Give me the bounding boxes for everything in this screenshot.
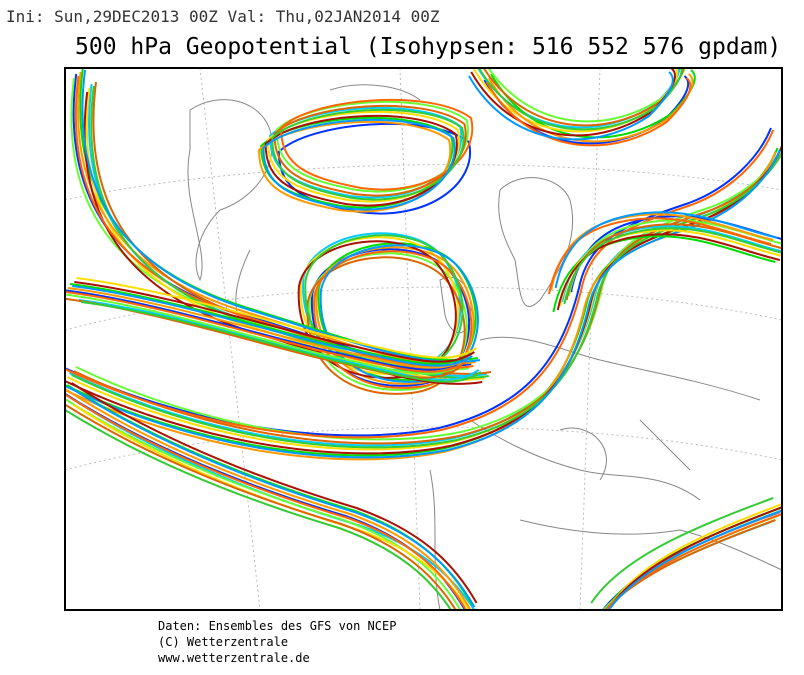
isohypse — [74, 75, 474, 369]
isohypse — [69, 283, 471, 365]
isohypse — [65, 408, 453, 610]
isohypse — [65, 397, 462, 610]
isohypse — [68, 386, 476, 608]
isohypse — [65, 388, 471, 610]
isohypse — [72, 285, 473, 367]
graticule — [65, 68, 782, 610]
isohypse — [306, 256, 466, 395]
coastline — [187, 99, 273, 282]
isohypse — [315, 246, 475, 385]
graticule-line — [65, 164, 782, 201]
isohypse — [610, 503, 782, 606]
isohypse — [71, 151, 782, 449]
isohypse — [67, 287, 469, 369]
isohypse — [80, 301, 482, 383]
isohypse — [607, 509, 782, 610]
map-title: 500 hPa Geopotential (Isohypsen: 516 552… — [75, 34, 781, 60]
isohypse — [470, 68, 676, 137]
isohypse — [65, 403, 457, 610]
isohypse — [65, 129, 775, 439]
isohypse — [65, 289, 464, 371]
isohypse — [262, 118, 456, 211]
init-line: Ini: Sun,29DEC2013 00Z Val: Thu,02JAN201… — [6, 7, 440, 26]
graticule-line — [399, 68, 421, 610]
isohypse — [552, 235, 776, 313]
footer-line: Daten: Ensembles des GFS von NCEP — [158, 619, 396, 633]
isohypse — [607, 506, 782, 610]
isohypse — [554, 211, 778, 289]
isohypse — [468, 71, 674, 141]
isohypse — [308, 252, 468, 391]
isohypse — [485, 77, 692, 147]
isohypse — [477, 68, 683, 131]
graticule-line — [199, 68, 261, 610]
coastline — [429, 336, 782, 610]
isohypse — [65, 293, 462, 375]
isohypse — [556, 233, 781, 311]
isohypse — [81, 69, 481, 363]
graticule-line — [579, 68, 601, 610]
isohypse — [74, 281, 475, 363]
isohypse — [78, 299, 480, 381]
isohypse — [65, 393, 468, 610]
coastline — [559, 419, 691, 481]
isohypse — [487, 68, 686, 123]
isohypse — [77, 71, 476, 365]
footer-line: (C) Wetterzentrale — [158, 635, 288, 649]
isohypse — [548, 217, 772, 295]
map-area — [65, 68, 782, 610]
isohypse — [487, 73, 694, 143]
footer-line: www.wetterzentrale.de — [158, 651, 310, 665]
isohypse — [76, 277, 478, 359]
isohypse-lines — [65, 68, 782, 610]
isohypse — [71, 382, 478, 604]
isohypse — [563, 227, 782, 305]
isohypse — [65, 291, 467, 373]
map-frame — [64, 67, 783, 611]
isohypse — [313, 250, 473, 389]
coastline — [498, 177, 574, 307]
isohypse — [590, 497, 774, 604]
